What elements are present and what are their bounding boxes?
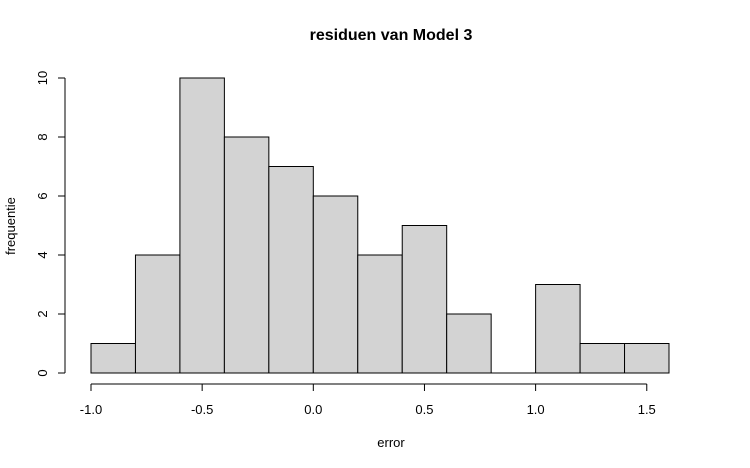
x-tick-label: 1.5 (638, 402, 656, 417)
x-axis: -1.0 -0.5 0.0 0.5 1.0 1.5 (80, 383, 656, 417)
histogram-bar (223, 136, 270, 374)
histogram-bar (179, 77, 225, 374)
y-tick-label: 0 (35, 369, 50, 376)
x-tick-label: 0.5 (415, 402, 433, 417)
x-tick-label: 1.0 (527, 402, 545, 417)
histogram-bar (579, 343, 626, 374)
histogram-bar (446, 313, 492, 374)
y-tick-label: 2 (35, 310, 50, 317)
y-axis-label: frequentie (3, 197, 18, 255)
y-tick-label: 4 (35, 251, 50, 258)
x-tick-label: -0.5 (191, 402, 213, 417)
histogram-bar (312, 195, 359, 374)
histogram-bar (401, 225, 448, 374)
x-axis-label: error (377, 435, 405, 450)
y-axis: 0 2 4 6 8 10 (35, 71, 66, 377)
x-tick-label: -1.0 (80, 402, 102, 417)
histogram-bar (90, 343, 136, 374)
y-tick-label: 8 (35, 133, 50, 140)
y-tick-label: 10 (35, 71, 50, 85)
x-tick-label: 0.0 (304, 402, 322, 417)
histogram-bar (535, 284, 581, 374)
histogram-bar (268, 166, 314, 374)
histogram-bar (134, 254, 181, 374)
bars-group (90, 77, 670, 374)
y-tick-label: 6 (35, 192, 50, 199)
chart-title: residuen van Model 3 (310, 27, 473, 44)
histogram-bar (624, 343, 670, 374)
histogram-bar (357, 254, 403, 374)
